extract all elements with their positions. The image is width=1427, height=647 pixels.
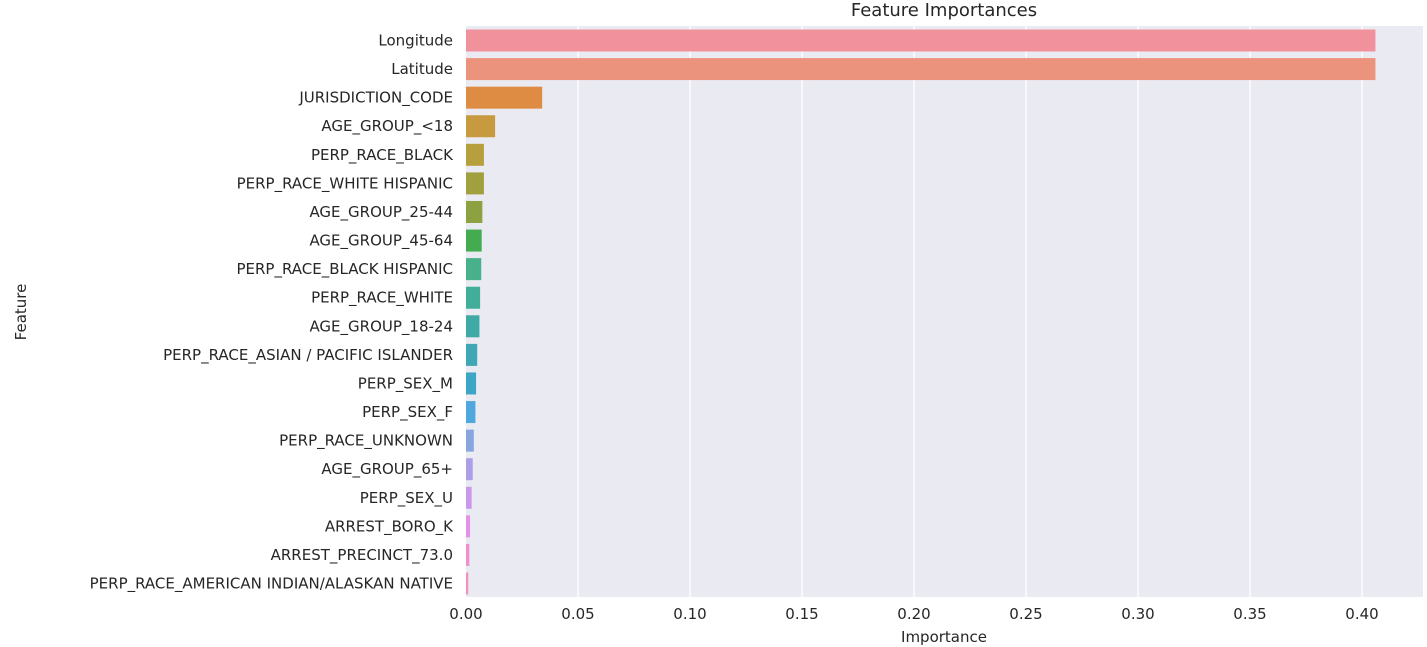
y-axis-label: Feature: [12, 284, 30, 341]
x-tick-label: 0.25: [1009, 605, 1042, 623]
bars: [466, 29, 1376, 595]
y-tick-label: PERP_RACE_BLACK HISPANIC: [236, 260, 453, 279]
y-tick-label: ARREST_BORO_K: [325, 517, 454, 536]
y-tick-label: PERP_SEX_U: [360, 489, 453, 508]
y-tick-label: AGE_GROUP_65+: [321, 460, 453, 479]
y-tick-label: PERP_RACE_WHITE HISPANIC: [237, 174, 453, 193]
bar: [466, 372, 477, 395]
y-tick-label: PERP_RACE_AMERICAN INDIAN/ALASKAN NATIVE: [90, 575, 453, 594]
x-tick-label: 0.10: [673, 605, 706, 623]
bar: [466, 429, 474, 452]
bar: [466, 543, 470, 566]
y-tick-label: PERP_RACE_ASIAN / PACIFIC ISLANDER: [163, 346, 453, 365]
bar: [466, 258, 482, 281]
y-tick-label: ARREST_PRECINCT_73.0: [271, 546, 453, 565]
x-tick-label: 0.00: [449, 605, 482, 623]
bar: [466, 343, 478, 366]
y-tick-label: Longitude: [378, 32, 453, 50]
bar: [466, 229, 482, 252]
bar: [466, 115, 496, 138]
x-tick-label: 0.15: [785, 605, 818, 623]
y-tick-label: PERP_RACE_WHITE: [311, 289, 453, 308]
bar: [466, 29, 1376, 52]
y-tick-label: AGE_GROUP_25-44: [309, 203, 453, 222]
plot-area: [466, 26, 1423, 597]
y-tick-label: PERP_RACE_BLACK: [311, 146, 454, 165]
y-tick-label: AGE_GROUP_<18: [321, 117, 453, 136]
bar: [466, 486, 472, 509]
x-tick-labels: 0.00 0.05 0.10 0.15 0.20 0.25 0.30 0.35 0.40: [449, 605, 1378, 623]
bar: [466, 86, 543, 109]
x-tick-label: 0.05: [561, 605, 594, 623]
grid-lines: [577, 26, 1363, 597]
x-tick-label: 0.20: [897, 605, 930, 623]
bar: [466, 315, 480, 338]
bar: [466, 58, 1376, 81]
y-tick-label: AGE_GROUP_45-64: [309, 232, 453, 251]
y-tick-label: AGE_GROUP_18-24: [309, 317, 453, 336]
x-axis-label: Importance: [901, 628, 987, 646]
x-tick-label: 0.40: [1345, 605, 1378, 623]
bar: [466, 200, 483, 223]
x-tick-label: 0.35: [1233, 605, 1266, 623]
bar: [466, 515, 471, 538]
bar: [466, 286, 481, 309]
y-tick-label: JURISDICTION_CODE: [298, 89, 453, 108]
y-tick-labels: Longitude Latitude JURISDICTION_CODE AGE_GR…: [90, 32, 455, 594]
y-tick-label: Latitude: [391, 60, 453, 78]
x-tick-label: 0.30: [1121, 605, 1154, 623]
bar: [466, 401, 476, 424]
bar: [466, 572, 469, 595]
y-tick-label: PERP_SEX_M: [358, 374, 453, 393]
chart-title: Feature Importances: [851, 0, 1037, 21]
y-tick-label: PERP_RACE_UNKNOWN: [279, 432, 453, 451]
y-tick-label: PERP_SEX_F: [362, 403, 453, 422]
bar: [466, 172, 484, 195]
bar: [466, 458, 473, 481]
bar: [466, 143, 484, 166]
